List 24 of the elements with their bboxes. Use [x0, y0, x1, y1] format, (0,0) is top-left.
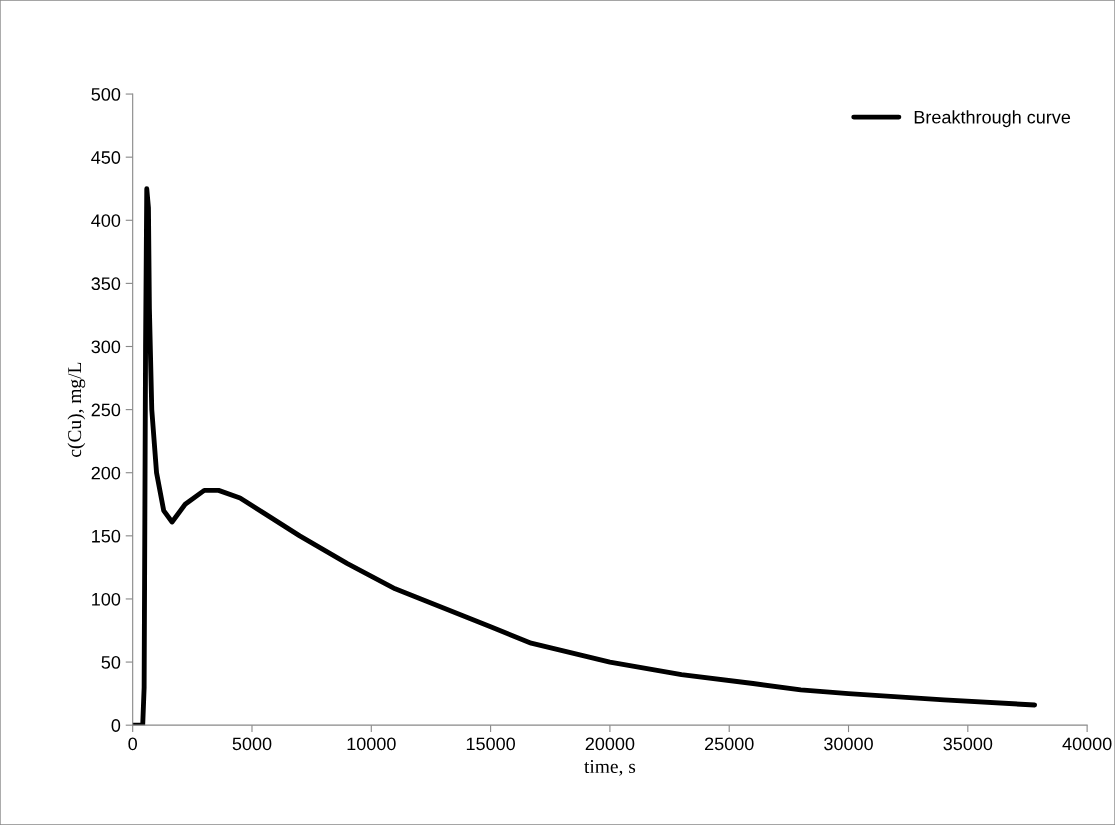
y-tick-label: 500	[91, 87, 121, 101]
x-tick-label: 30000	[824, 737, 873, 751]
x-tick-label: 10000	[347, 737, 396, 751]
x-tick-label: 40000	[1062, 737, 1112, 751]
y-tick-label: 200	[91, 466, 121, 480]
x-axis-title: time, s	[584, 759, 636, 776]
x-tick-label: 5000	[232, 737, 272, 751]
y-tick-label: 250	[91, 403, 121, 417]
y-tick-label: 50	[101, 656, 121, 669]
y-tick-label: 450	[91, 151, 121, 164]
y-tick-label: 0	[111, 719, 121, 732]
x-tick-label: 25000	[705, 737, 754, 751]
x-tick-label: 35000	[943, 737, 993, 751]
legend-label: Breakthrough curve	[914, 110, 1071, 128]
line-series	[132, 186, 1038, 726]
x-tick-label: 20000	[585, 737, 635, 751]
x-tick-label: 0	[128, 737, 137, 751]
y-tick-label: 350	[91, 277, 121, 291]
y-tick-label: 150	[92, 529, 121, 543]
y-tick-label: 400	[91, 214, 121, 227]
x-tick-label: 15000	[466, 737, 515, 751]
y-tick-label: 100	[92, 592, 121, 606]
y-tick-label: 300	[91, 340, 121, 354]
y-axis-title: c(Cu), mg/L	[67, 362, 86, 457]
